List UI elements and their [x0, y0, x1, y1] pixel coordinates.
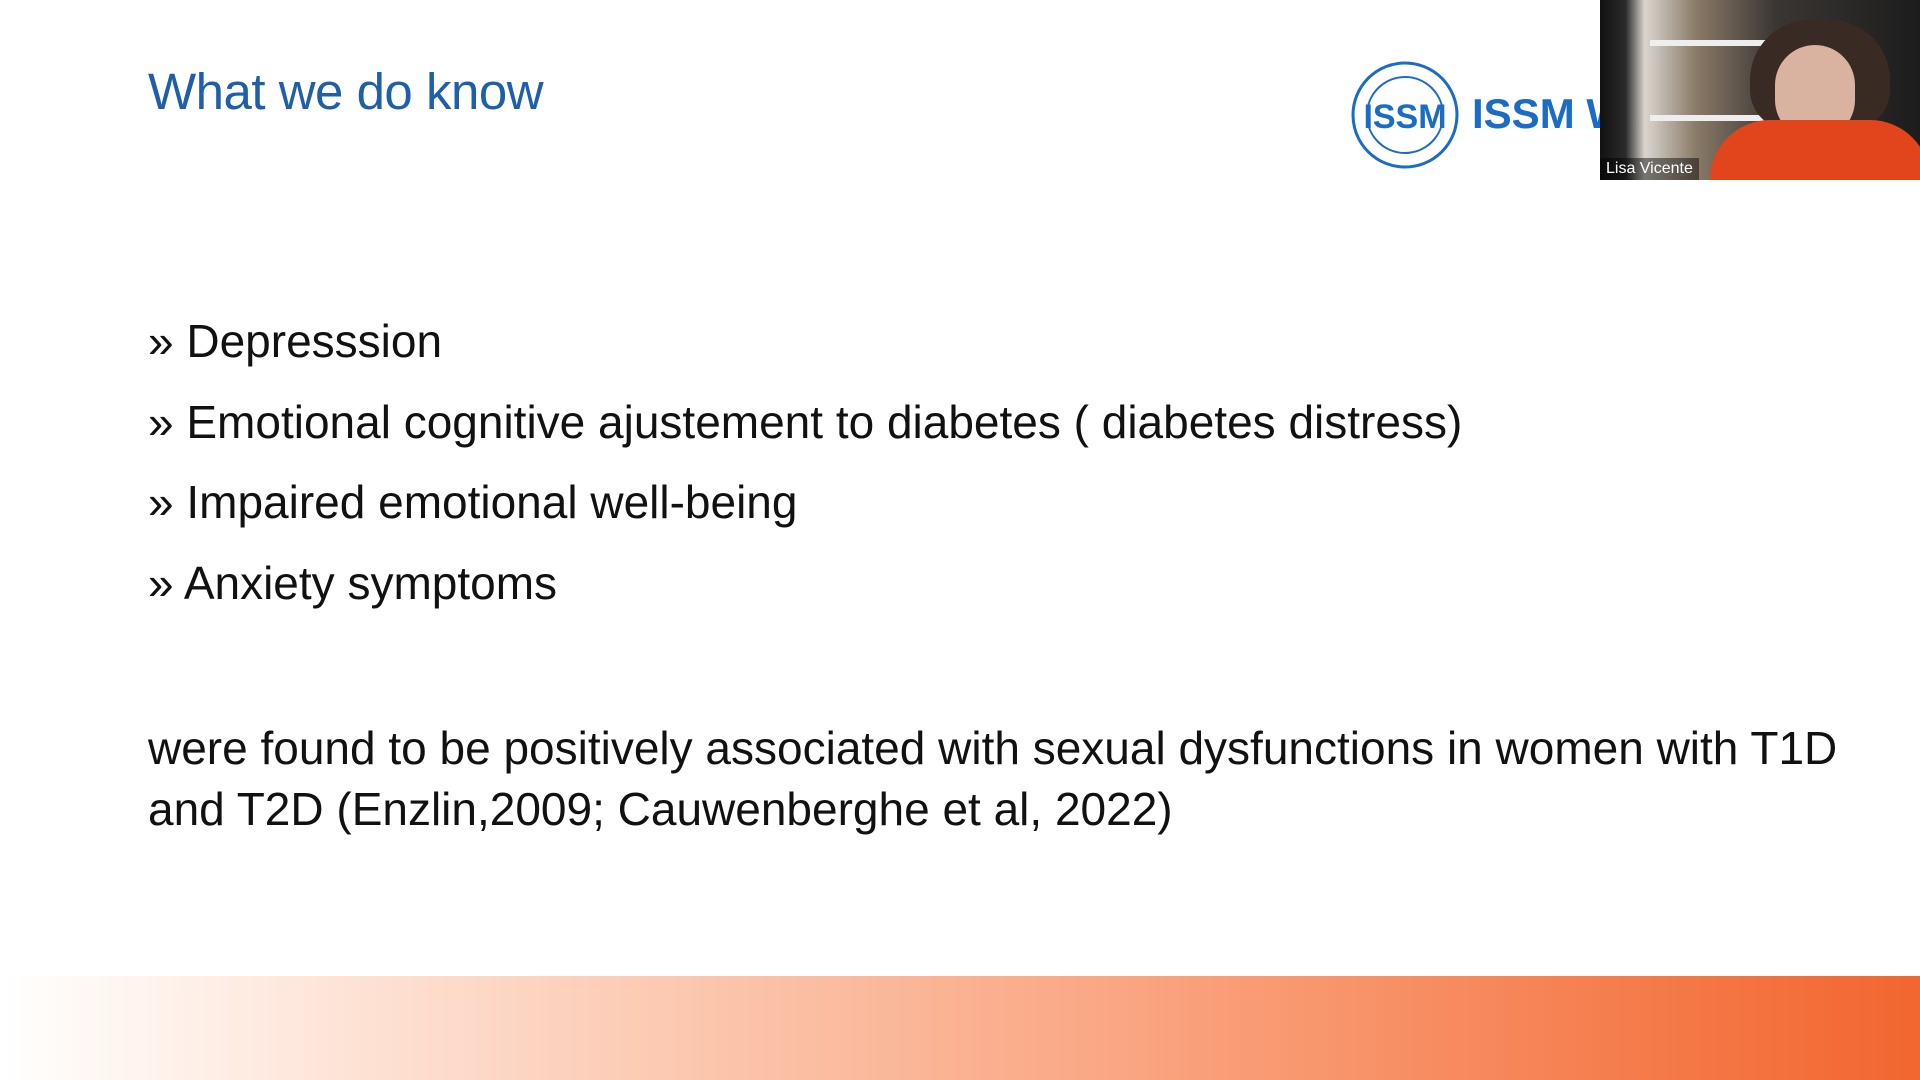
issm-seal-icon: ISSM: [1351, 61, 1459, 169]
bullet-list: » Depresssion » Emotional cognitive ajus…: [148, 314, 1462, 636]
participant-name-label: Lisa Vicente: [1600, 158, 1699, 180]
bullet-item: » Anxiety symptoms: [148, 556, 558, 609]
issm-logo-seal: ISSM: [1350, 60, 1460, 175]
bookshelf: [1650, 115, 1770, 121]
bullet-item: » Emotional cognitive ajustement to diab…: [148, 395, 1463, 448]
bookshelf: [1650, 40, 1770, 46]
bullet-item: » Depresssion: [148, 315, 443, 367]
bullet-item: » Impaired emotional well-being: [148, 476, 798, 528]
participant-video-tile[interactable]: Lisa Vicente: [1600, 0, 1920, 180]
footer-gradient-band: [0, 976, 1920, 1080]
conclusion-paragraph: were found to be positively associated w…: [148, 722, 1838, 835]
participant-body: [1710, 120, 1920, 180]
logo-seal-text: ISSM: [1363, 98, 1446, 136]
slide-title: What we do know: [148, 63, 544, 120]
